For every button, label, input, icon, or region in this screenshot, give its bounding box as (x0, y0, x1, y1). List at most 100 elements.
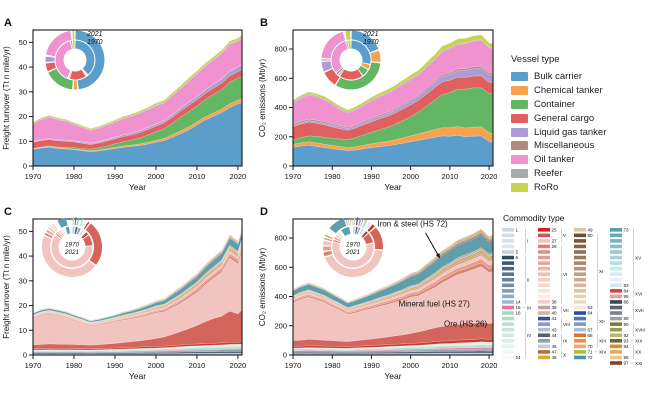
commodity-chapter-label: 24 (516, 355, 522, 360)
commodity-section-xiii: XIII (599, 339, 606, 344)
legend-label: Miscellaneous (534, 140, 595, 152)
x-tick-label: 2000 (402, 361, 419, 370)
donut-year-label: 2021 (345, 249, 360, 256)
y-tick-label: 600 (274, 263, 287, 272)
y-tick-label: 0 (23, 351, 27, 360)
commodity-section-viii: VIII (563, 322, 570, 327)
y-axis-title: CO₂ emissions (Mt/yr) (258, 248, 267, 327)
commodity-section-xxi: XXI (635, 361, 642, 366)
annotation-iron-steel-hs-72: Iron & steel (HS 72) (377, 219, 448, 228)
commodity-chapter-label: 41 (552, 316, 558, 321)
commodity-section-xiv: XIV (599, 350, 607, 355)
commodity-chapter-label: 16 (516, 311, 522, 316)
donut-segment (361, 62, 370, 69)
legend-swatch-liquid-gas-tanker (511, 127, 528, 137)
commodity-chapter-label: 73 (624, 227, 630, 232)
commodity-chapter-label: 84 (624, 288, 630, 293)
commodity-chapter-label: 44 (552, 333, 558, 338)
commodity-chapter-label: 71 (588, 350, 594, 355)
x-tick-label: 2010 (442, 172, 459, 181)
panel-a-chart: 0 10 20 30 40 50 1970 1980 1990 2000 2010 2020 Freig… (0, 14, 256, 204)
commodity-swatch-hs-21 (502, 339, 514, 343)
commodity-swatch-hs-57 (574, 272, 586, 276)
x-tick-label: 2010 (442, 361, 459, 370)
vessel-type-legend: Vessel type Bulk carrier Chemical tanker C… (511, 54, 649, 194)
legend-label: Reefer (534, 167, 563, 179)
donut-segment (364, 221, 372, 230)
commodity-swatch-hs-72 (574, 355, 586, 360)
legend-swatch-roro (511, 182, 528, 192)
commodity-swatch-hs-71 (574, 350, 586, 354)
commodity-swatch-hs-63 (574, 305, 586, 310)
commodity-swatch-hs-60 (574, 289, 586, 293)
donut-segment (83, 221, 90, 230)
commodity-swatch-hs-13 (502, 294, 514, 299)
commodity-swatch-hs-32 (538, 266, 550, 271)
legend-item-container: Container (511, 98, 649, 112)
donut-year-label: 1970 (65, 242, 80, 249)
commodity-swatch-hs-30 (538, 255, 550, 260)
x-tick-label: 2000 (402, 172, 419, 181)
commodity-legend-svg: Commodity type15614151624IIIIIIIV2527283… (502, 213, 645, 366)
donut-segment (59, 230, 65, 237)
chart-svg-a: 0 10 20 30 40 50 1970 1980 1990 2000 2010 2020 Freig… (2, 29, 246, 192)
commodity-chapter-label: 63 (588, 305, 594, 310)
panel-a-label: A (4, 17, 12, 29)
commodity-swatch-hs-58 (574, 277, 586, 282)
commodity-swatch-hs-35 (538, 283, 550, 288)
donut-segment (360, 229, 366, 237)
annotation-mineral-fuel-hs-27: Mineral fuel (HS 27) (399, 300, 470, 309)
commodity-swatch-hs-75 (610, 239, 622, 243)
commodity-swatch-hs-22 (502, 344, 514, 349)
panel-c-label: C (4, 206, 12, 218)
legend-label: Liquid gas tanker (534, 126, 607, 138)
legend-swatch-chemical-tanker (511, 86, 528, 96)
x-tick-label: 1980 (324, 172, 341, 181)
commodity-swatch-hs-66 (574, 322, 586, 326)
commodity-swatch-hs-44 (538, 333, 550, 338)
commodity-section-x: X (563, 352, 566, 357)
chart-svg-b: 0 200 400 600 800 1970 1980 1990 2000 2010 2020 CO₂… (258, 29, 497, 192)
vessel-legend-items: Bulk carrier Chemical tanker Container Gene… (511, 70, 649, 194)
commodity-section-xii: XII (599, 319, 605, 324)
legend-label: Oil tanker (534, 154, 575, 166)
y-tick-label: 600 (274, 74, 287, 83)
x-tick-label: 2020 (230, 361, 247, 370)
commodity-section-ix: IX (563, 339, 567, 344)
commodity-chapter-label: 64 (588, 311, 594, 316)
commodity-chapter-label: 50 (588, 233, 594, 238)
y-tick-label: 40 (19, 252, 27, 261)
commodity-swatch-hs-79 (610, 261, 622, 265)
donut-year-label: 1970 (363, 39, 379, 46)
x-tick-label: 2020 (481, 361, 498, 370)
commodity-swatch-hs-36 (538, 289, 550, 293)
legend-swatch-oil-tanker (511, 155, 528, 165)
donut-segment (82, 235, 93, 247)
commodity-swatch-hs-59 (574, 283, 586, 288)
commodity-swatch-hs-6 (502, 255, 514, 260)
donut-segment (350, 40, 371, 64)
commodity-swatch-hs-74 (610, 233, 622, 238)
donut-year-label: 2021 (86, 31, 103, 38)
commodity-swatch-hs-8 (502, 266, 514, 271)
legend-item-liquid-gas-tanker: Liquid gas tanker (511, 125, 649, 139)
commodity-swatch-hs-68 (574, 333, 586, 338)
commodity-chapter-label: 85 (624, 294, 630, 299)
y-tick-label: 10 (19, 326, 27, 335)
commodity-section-xx: XX (635, 350, 641, 355)
commodity-chapter-label: 5 (516, 250, 519, 255)
donut-segment (358, 65, 368, 76)
commodity-swatch-hs-93 (610, 339, 622, 343)
y-axis-title: Freight turnover (Tt n mile/yr) (2, 46, 11, 150)
commodity-chapter-label: 86 (624, 300, 630, 305)
x-tick-label: 1970 (285, 361, 302, 370)
donut-segment (45, 62, 57, 72)
commodity-swatch-hs-18 (502, 322, 514, 326)
donut-segment (75, 30, 105, 90)
commodity-swatch-hs-51 (574, 239, 586, 243)
donut-segment (44, 232, 53, 239)
commodity-swatch-hs-40 (538, 311, 550, 315)
commodity-swatch-hs-56 (574, 266, 586, 271)
donut-segment (336, 62, 381, 90)
